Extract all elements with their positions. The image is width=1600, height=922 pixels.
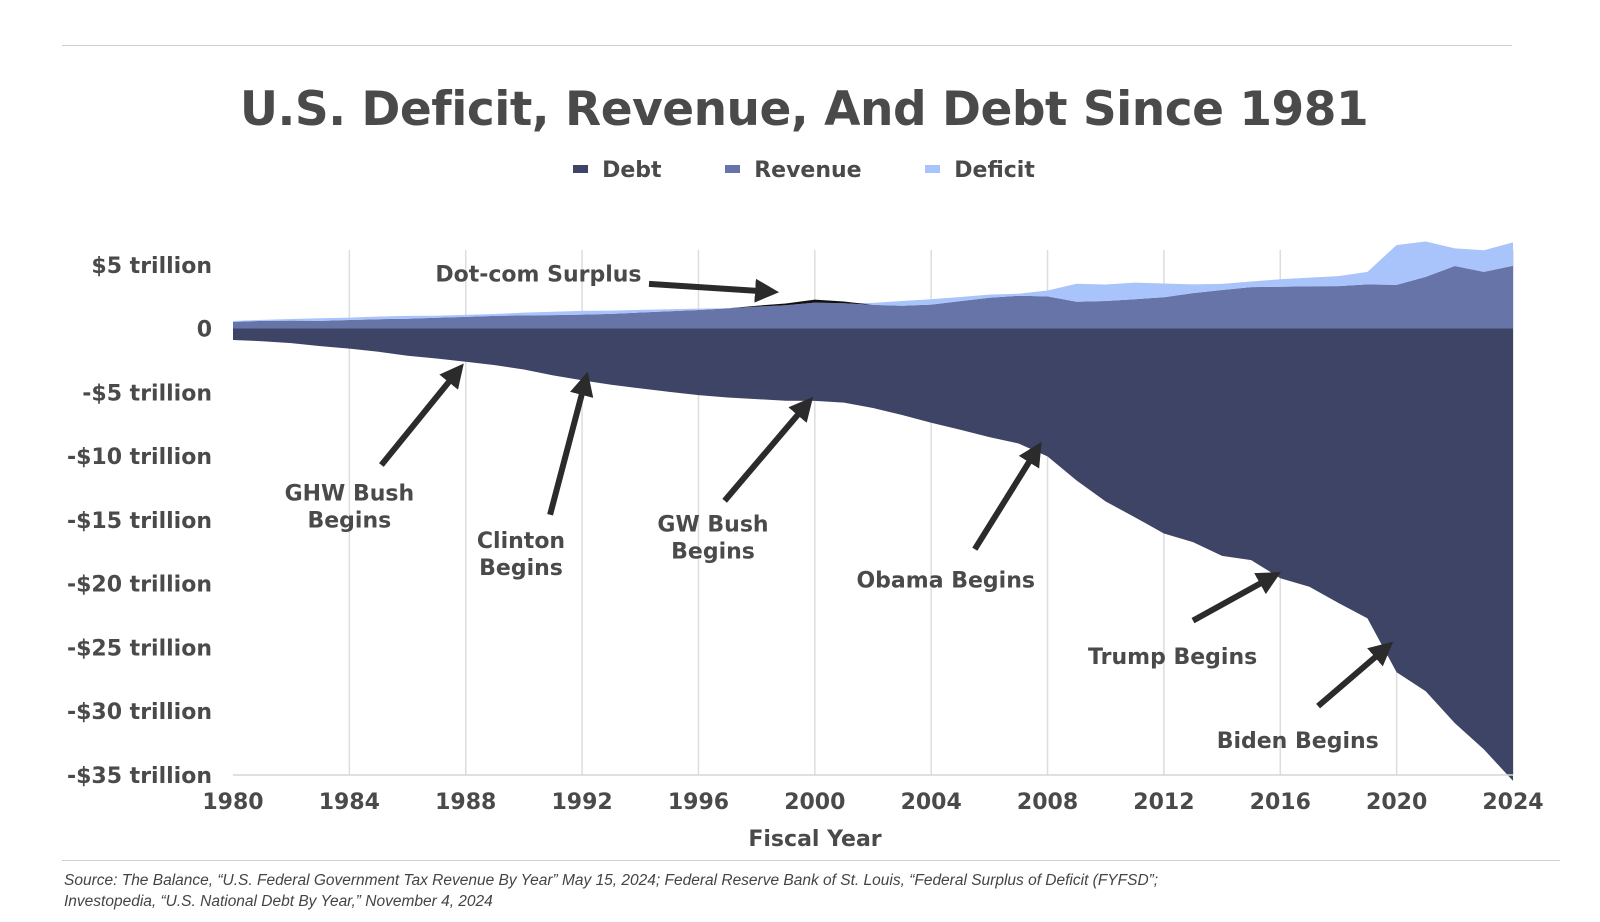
annotation-trump-begins: Trump Begins bbox=[1088, 572, 1281, 670]
x-tick-label: 1984 bbox=[319, 790, 380, 815]
x-tick-label: 2020 bbox=[1366, 790, 1427, 815]
y-tick-label: -$15 trillion bbox=[67, 509, 212, 534]
annotation-arrow bbox=[1316, 641, 1394, 709]
legend-swatch-deficit bbox=[925, 165, 941, 173]
annotation-label: Trump Begins bbox=[1088, 645, 1257, 670]
legend-label-deficit: Deficit bbox=[954, 158, 1035, 183]
top-divider bbox=[62, 45, 1512, 46]
y-tick-label: -$30 trillion bbox=[67, 700, 212, 725]
x-tick-label: 2000 bbox=[784, 790, 845, 815]
x-tick-label: 1980 bbox=[202, 790, 263, 815]
annotation-arrow bbox=[379, 363, 464, 467]
annotation-dot-com-surplus: Dot-com Surplus bbox=[435, 262, 780, 303]
legend-item-deficit: Deficit bbox=[925, 158, 1035, 183]
y-tick-label: -$25 trillion bbox=[67, 636, 212, 661]
legend-label-debt: Debt bbox=[602, 158, 662, 183]
annotation-ghw-bush-begins: GHW Bush Begins bbox=[285, 363, 464, 534]
annotation-label: Dot-com Surplus bbox=[435, 262, 641, 287]
x-axis-title: Fiscal Year bbox=[748, 827, 881, 852]
annotation-label: Obama Begins bbox=[856, 568, 1034, 593]
y-tick-label: -$5 trillion bbox=[82, 381, 212, 406]
annotation-arrow bbox=[972, 441, 1042, 551]
annotation-label: Clinton Begins bbox=[477, 529, 565, 581]
chart-title: U.S. Deficit, Revenue, And Debt Since 19… bbox=[239, 82, 1369, 137]
area-revenue bbox=[233, 265, 1513, 329]
x-tick-label: 1988 bbox=[435, 790, 496, 815]
x-tick-label: 1992 bbox=[551, 790, 612, 815]
x-tick-label: 2012 bbox=[1133, 790, 1194, 815]
x-tick-label: 2024 bbox=[1482, 790, 1543, 815]
x-tick-label: 2004 bbox=[901, 790, 962, 815]
source-line-1: Source: The Balance, “U.S. Federal Gover… bbox=[64, 872, 1159, 889]
y-tick-label: -$20 trillion bbox=[67, 573, 212, 598]
annotation-arrow bbox=[1191, 572, 1281, 624]
annotation-obama-begins: Obama Begins bbox=[856, 441, 1042, 593]
y-tick-label: 0 bbox=[197, 318, 212, 343]
annotation-arrow bbox=[648, 278, 780, 303]
legend-label-revenue: Revenue bbox=[754, 158, 862, 183]
annotation-clinton-begins: Clinton Begins bbox=[477, 371, 594, 581]
x-tick-label: 1996 bbox=[668, 790, 729, 815]
source-note: Source: The Balance, “U.S. Federal Gover… bbox=[64, 870, 1158, 912]
annotation-label: Biden Begins bbox=[1217, 729, 1379, 754]
annotations: Dot-com Surplus GHW Bush Begins Clinton Begi… bbox=[285, 262, 1394, 754]
annotation-arrow bbox=[547, 371, 594, 516]
chart-legend: Debt Revenue Deficit bbox=[0, 158, 1600, 183]
y-tick-label: -$35 trillion bbox=[67, 764, 212, 789]
annotation-biden-begins: Biden Begins bbox=[1217, 641, 1394, 754]
y-tick-label: $5 trillion bbox=[91, 254, 212, 279]
axes: 1980 1984 1988 1992 1996 2000 2004 2008 2012 2016… bbox=[67, 254, 1544, 815]
annotation-label: GHW Bush Begins bbox=[285, 482, 415, 534]
legend-item-revenue: Revenue bbox=[725, 158, 862, 183]
area-deficit bbox=[233, 241, 1513, 322]
area-series bbox=[233, 241, 1513, 781]
annotation-label: GW Bush Begins bbox=[657, 512, 768, 564]
area-debt bbox=[233, 328, 1513, 781]
legend-item-debt: Debt bbox=[573, 158, 662, 183]
source-line-2: Investopedia, “U.S. National Debt By Yea… bbox=[64, 893, 493, 910]
y-tick-label: -$10 trillion bbox=[67, 445, 212, 470]
annotation-arrow bbox=[722, 396, 814, 503]
source-divider bbox=[62, 860, 1560, 861]
annotation-gw-bush-begins: GW Bush Begins bbox=[657, 396, 814, 564]
legend-swatch-debt bbox=[573, 165, 589, 173]
x-tick-label: 2016 bbox=[1250, 790, 1311, 815]
x-tick-label: 2008 bbox=[1017, 790, 1078, 815]
legend-swatch-revenue bbox=[725, 165, 741, 173]
